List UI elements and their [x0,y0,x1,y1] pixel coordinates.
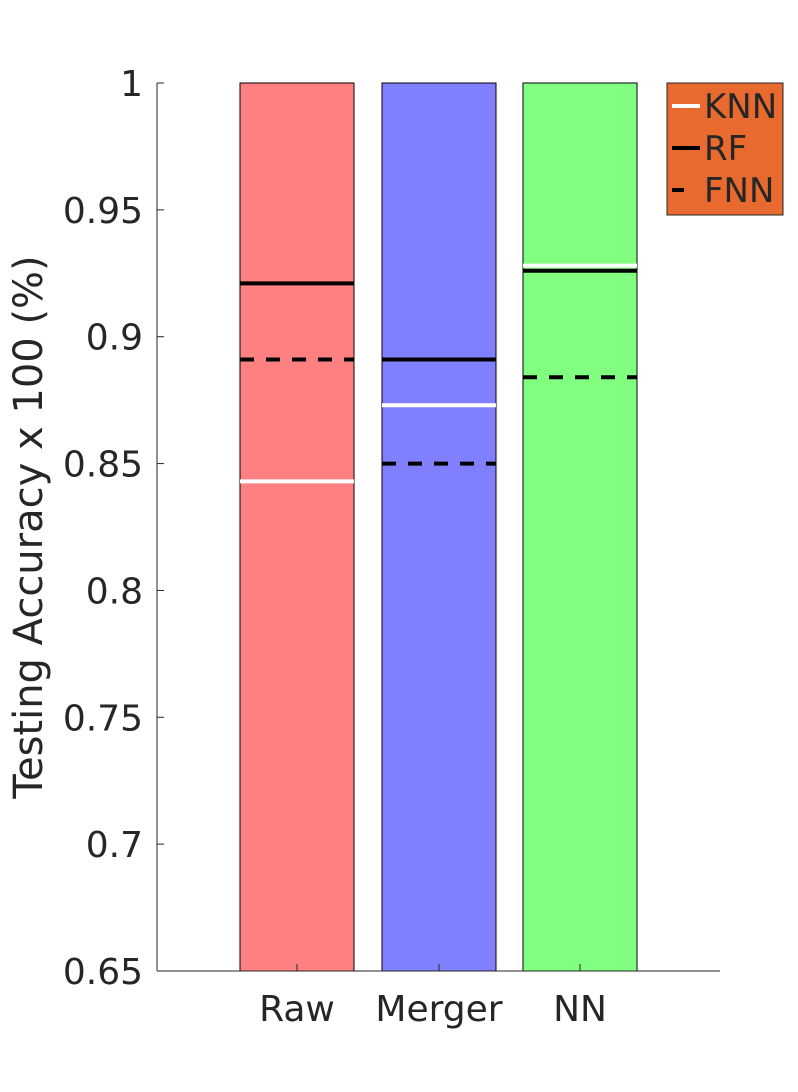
axes-group: 0.65 0.7 0.75 0.8 0.85 0.9 0.95 1 Raw Merger NN [63,64,720,1030]
y-tick-label: 0.9 [86,318,143,359]
x-tick-label: NN [553,989,607,1030]
legend-label-rf: RF [704,129,747,169]
y-tick-label: 0.85 [63,445,143,486]
y-tick-label: 0.7 [86,825,143,866]
x-tick-label: Merger [375,989,502,1030]
bars-group [239,82,638,972]
bar-merger [381,82,497,972]
legend-label-knn: KNN [704,87,777,127]
y-tick-label: 0.75 [63,698,143,739]
bar-nn [522,82,638,972]
y-tick-label: 0.95 [63,191,143,232]
y-tick-label: 0.65 [63,952,143,993]
y-tick-label: 1 [120,64,143,105]
y-axis-title: Testing Accuracy x 100 (%) [6,255,52,799]
y-tick-label: 0.8 [86,571,143,612]
bar-raw [239,82,355,972]
series-lines-group [240,263,637,484]
x-tick-label: Raw [259,989,335,1030]
legend-label-fnn: FNN [704,171,774,211]
